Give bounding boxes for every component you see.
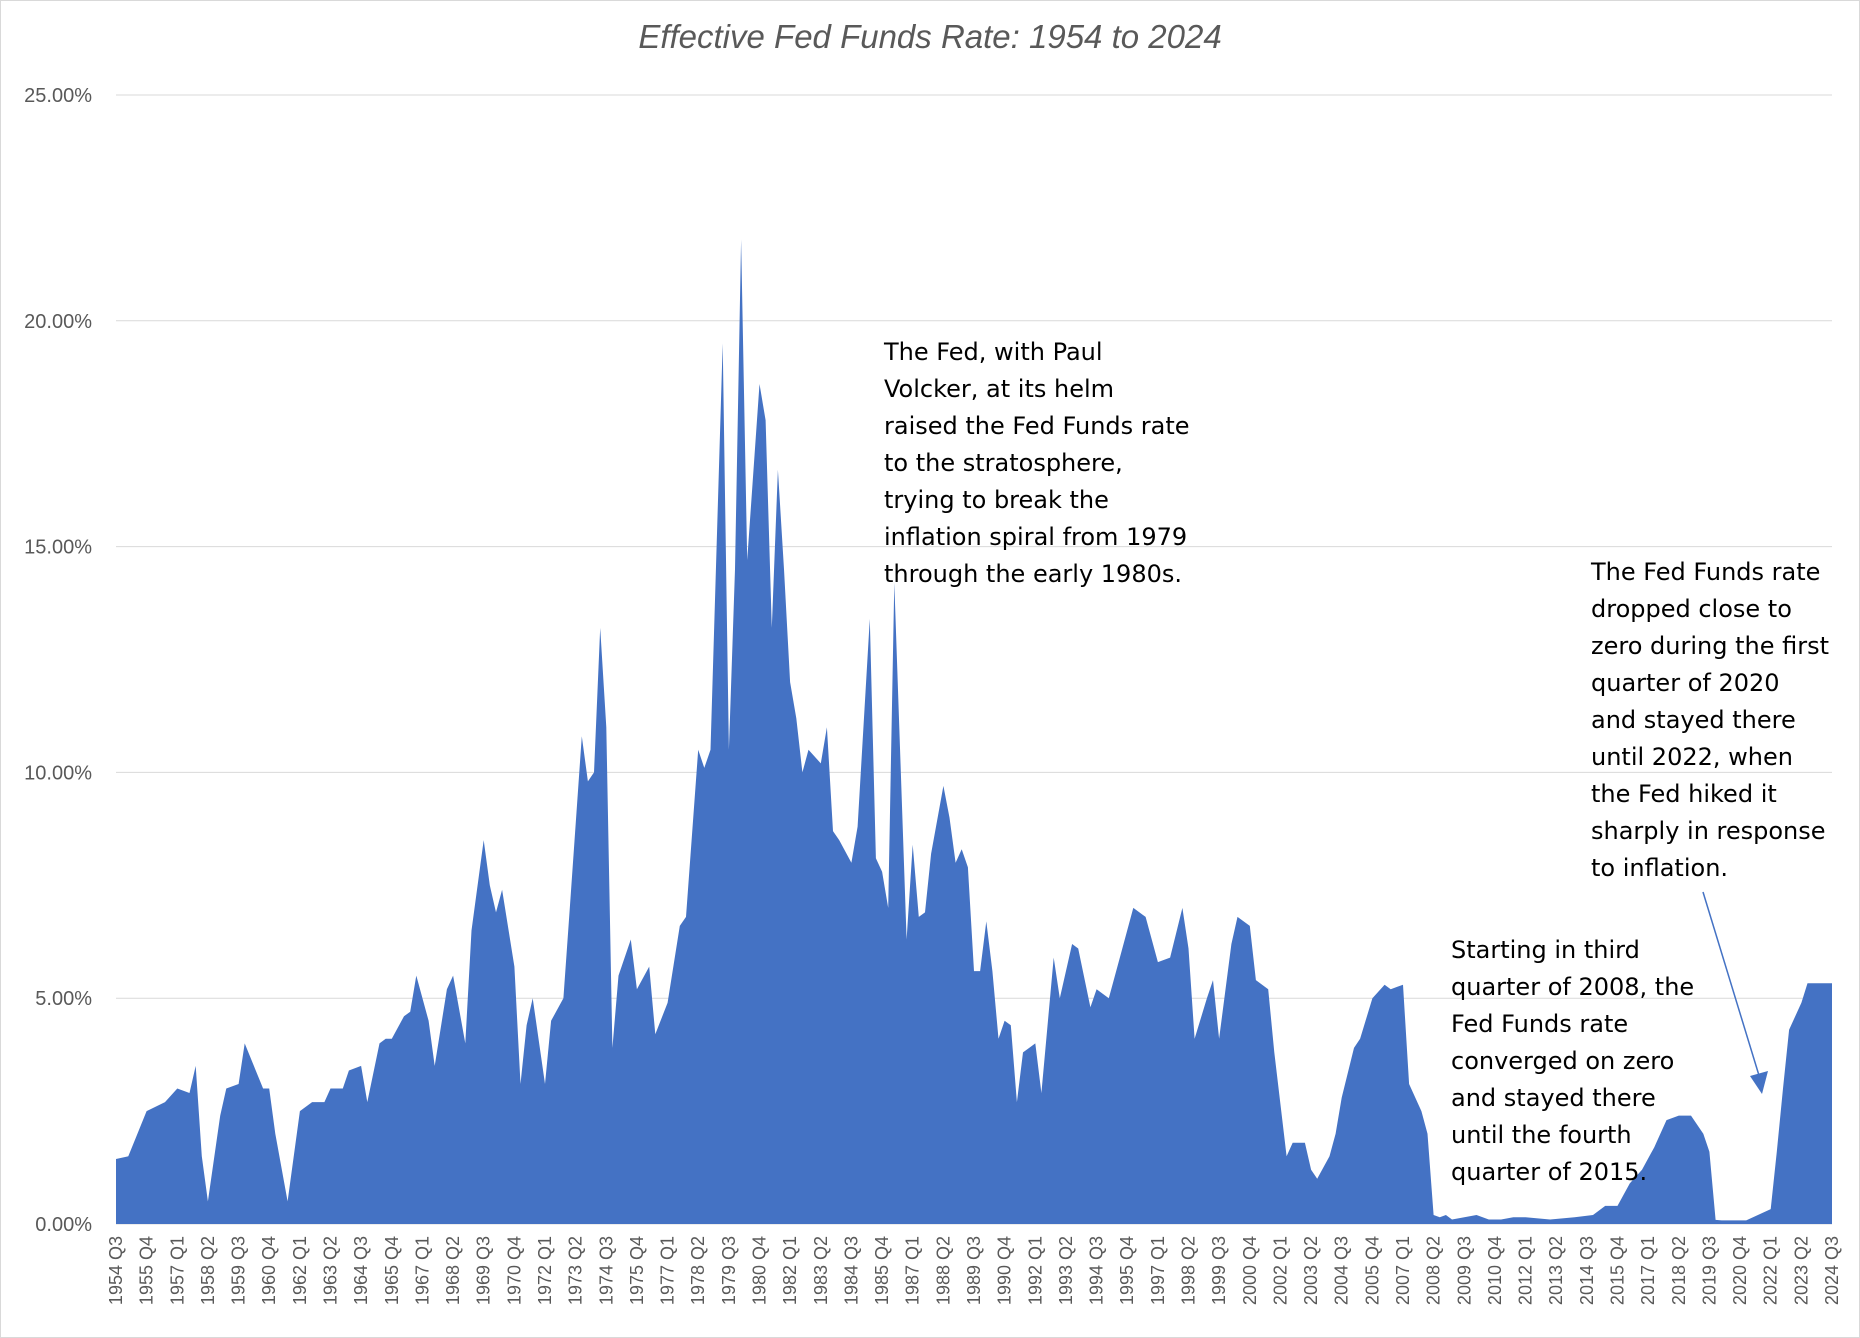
annotation-line: inflation spiral from 1979 — [884, 523, 1188, 551]
x-tick-label: 2007 Q1 — [1393, 1236, 1413, 1305]
annotation-line: raised the Fed Funds rate — [884, 412, 1190, 440]
x-tick-label: 1993 Q2 — [1056, 1236, 1076, 1305]
annotation-line: to inflation. — [1591, 854, 1729, 882]
annotation-line: The Fed, with Paul — [884, 338, 1103, 366]
annotation-zero-rate-2008: Starting in third quarter of 2008, the Fed… — [1451, 932, 1694, 1191]
x-tick-label: 1992 Q1 — [1025, 1236, 1045, 1305]
y-tick-label: 25.00% — [24, 85, 92, 107]
x-tick-label: 2012 Q1 — [1516, 1236, 1536, 1305]
annotation-line: quarter of 2008, the — [1451, 973, 1695, 1001]
x-tick-label: 1995 Q4 — [1117, 1236, 1137, 1305]
annotation-line: Fed Funds rate — [1451, 1010, 1629, 1038]
annotation-line: Starting in third — [1451, 936, 1640, 964]
x-tick-label: 1994 Q3 — [1087, 1236, 1107, 1305]
x-tick-label: 2014 Q3 — [1577, 1236, 1597, 1305]
y-tick-label: 0.00% — [35, 1214, 92, 1236]
x-tick-label: 2000 Q4 — [1240, 1236, 1260, 1305]
x-tick-label: 1999 Q3 — [1209, 1236, 1229, 1305]
annotation-line: and stayed there — [1591, 706, 1796, 734]
x-tick-label: 1975 Q4 — [627, 1236, 647, 1305]
x-tick-label: 1990 Q4 — [995, 1236, 1015, 1305]
y-tick-label: 20.00% — [24, 311, 92, 333]
x-tick-label: 1965 Q4 — [382, 1236, 402, 1305]
annotation-volcker: The Fed, with Paul Volcker, at its helm ra… — [884, 334, 1190, 593]
x-tick-label: 1964 Q3 — [351, 1236, 371, 1305]
x-tick-label: 2019 Q3 — [1699, 1236, 1719, 1305]
annotation-line: converged on zero — [1451, 1047, 1675, 1075]
x-tick-label: 2009 Q3 — [1454, 1236, 1474, 1305]
annotation-line: The Fed Funds rate — [1591, 558, 1821, 586]
x-tick-label: 2008 Q2 — [1424, 1236, 1444, 1305]
series-area — [116, 239, 1832, 1224]
x-tick-label: 1963 Q2 — [321, 1236, 341, 1305]
x-tick-label: 1960 Q4 — [259, 1236, 279, 1305]
x-tick-label: 1970 Q4 — [504, 1236, 524, 1305]
annotation-zero-rate-2020: The Fed Funds rate dropped close to zero d… — [1591, 554, 1829, 887]
x-tick-label: 1983 Q2 — [811, 1236, 831, 1305]
annotation-line: dropped close to — [1591, 595, 1792, 623]
annotation-line: trying to break the — [884, 486, 1109, 514]
x-tick-label: 1982 Q1 — [780, 1236, 800, 1305]
x-tick-label: 2002 Q1 — [1270, 1236, 1290, 1305]
x-tick-label: 2017 Q1 — [1638, 1236, 1658, 1305]
x-tick-label: 1972 Q1 — [535, 1236, 555, 1305]
x-tick-label: 1987 Q1 — [903, 1236, 923, 1305]
y-tick-label: 10.00% — [24, 762, 92, 784]
x-tick-label: 1979 Q3 — [719, 1236, 739, 1305]
x-tick-label: 1997 Q1 — [1148, 1236, 1168, 1305]
x-axis-ticks: 1954 Q3 1955 Q4 1957 Q1 1958 Q2 1959 Q3 1960 … — [106, 1236, 1842, 1305]
annotation-line: until 2022, when — [1591, 743, 1793, 771]
x-tick-label: 1988 Q2 — [933, 1236, 953, 1305]
x-tick-label: 1962 Q1 — [290, 1236, 310, 1305]
annotation-line: until the fourth — [1451, 1121, 1632, 1149]
x-tick-label: 2018 Q2 — [1669, 1236, 1689, 1305]
x-tick-label: 2015 Q4 — [1608, 1236, 1628, 1305]
annotation-line: Volcker, at its helm — [884, 375, 1115, 403]
x-tick-label: 1980 Q4 — [750, 1236, 770, 1305]
y-tick-label: 15.00% — [24, 537, 92, 559]
x-tick-label: 2024 Q3 — [1822, 1236, 1842, 1305]
x-tick-label: 1957 Q1 — [167, 1236, 187, 1305]
x-tick-label: 1989 Q3 — [964, 1236, 984, 1305]
annotation-line: the Fed hiked it — [1591, 780, 1777, 808]
x-tick-label: 1978 Q2 — [688, 1236, 708, 1305]
x-tick-label: 1959 Q3 — [229, 1236, 249, 1305]
x-tick-label: 1954 Q3 — [106, 1236, 126, 1305]
chart-title: Effective Fed Funds Rate: 1954 to 2024 — [638, 18, 1222, 55]
x-tick-label: 1967 Q1 — [412, 1236, 432, 1305]
x-tick-label: 2005 Q4 — [1362, 1236, 1382, 1305]
x-tick-label: 1974 Q3 — [596, 1236, 616, 1305]
x-tick-label: 1973 Q2 — [566, 1236, 586, 1305]
y-tick-label: 5.00% — [35, 988, 92, 1010]
annotation-arrow — [1702, 891, 1762, 1083]
rate-area — [116, 239, 1832, 1224]
x-tick-label: 2022 Q1 — [1761, 1236, 1781, 1305]
x-tick-label: 2013 Q2 — [1546, 1236, 1566, 1305]
x-tick-label: 1968 Q2 — [443, 1236, 463, 1305]
annotation-line: sharply in response — [1591, 817, 1826, 845]
y-axis-ticks: 0.00% 5.00% 10.00% 15.00% 20.00% 25.00% — [24, 85, 92, 1236]
annotation-line: and stayed there — [1451, 1084, 1656, 1112]
x-tick-label: 1977 Q1 — [658, 1236, 678, 1305]
x-tick-label: 1984 Q3 — [841, 1236, 861, 1305]
annotation-line: to the stratosphere, — [884, 449, 1123, 477]
x-tick-label: 2003 Q2 — [1301, 1236, 1321, 1305]
x-tick-label: 1998 Q2 — [1179, 1236, 1199, 1305]
x-tick-label: 2004 Q3 — [1332, 1236, 1352, 1305]
x-tick-label: 1955 Q4 — [137, 1236, 157, 1305]
annotation-line: quarter of 2020 — [1591, 669, 1780, 697]
annotation-line: zero during the first — [1591, 632, 1829, 660]
x-tick-label: 1985 Q4 — [872, 1236, 892, 1305]
annotation-arrow-group — [1702, 891, 1768, 1094]
x-tick-label: 2020 Q4 — [1730, 1236, 1750, 1305]
annotation-line: through the early 1980s. — [884, 560, 1182, 588]
annotation-arrowhead — [1750, 1071, 1768, 1094]
x-tick-label: 2023 Q2 — [1791, 1236, 1811, 1305]
x-tick-label: 1958 Q2 — [198, 1236, 218, 1305]
annotation-line: quarter of 2015. — [1451, 1158, 1648, 1186]
x-tick-label: 1969 Q3 — [474, 1236, 494, 1305]
x-tick-label: 2010 Q4 — [1485, 1236, 1505, 1305]
